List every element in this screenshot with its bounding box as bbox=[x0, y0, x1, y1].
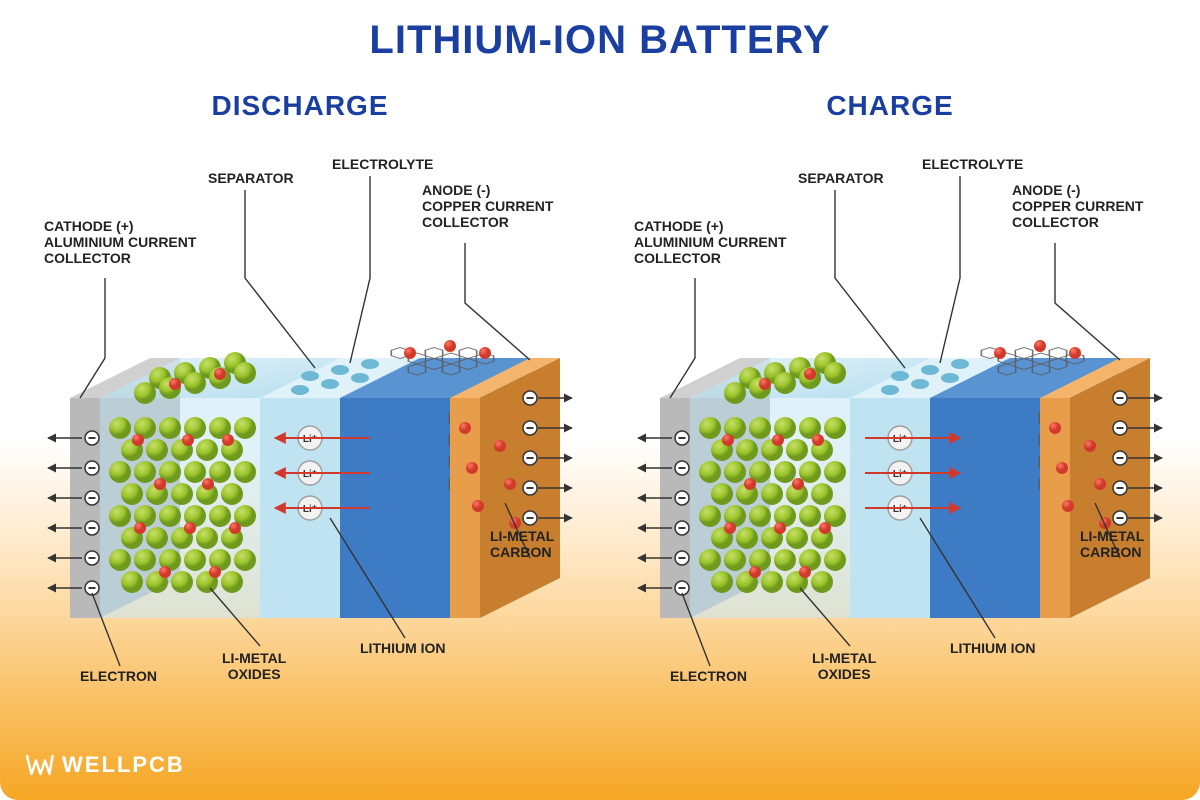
label-electron: ELECTRON bbox=[80, 668, 157, 684]
wellpcb-logo-text: WELLPCB bbox=[62, 752, 185, 778]
label-anode: ANODE (-) COPPER CURRENT COLLECTOR bbox=[1012, 182, 1143, 230]
label-li-metal-oxides: LI-METAL OXIDES bbox=[812, 650, 876, 682]
label-separator: SEPARATOR bbox=[208, 170, 294, 186]
wellpcb-logo-icon bbox=[24, 752, 54, 778]
label-cathode: CATHODE (+) ALUMINIUM CURRENT COLLECTOR bbox=[44, 218, 196, 266]
label-electrolyte: ELECTROLYTE bbox=[332, 156, 433, 172]
diagram-card: LITHIUM-ION BATTERY DISCHARGE SEPARATOR … bbox=[0, 0, 1200, 800]
panel-discharge: DISCHARGE SEPARATOR ELECTROLYTE ANODE (-… bbox=[10, 90, 590, 740]
panel-charge: CHARGE SEPARATOR ELECTROLYTE ANODE (-) C… bbox=[600, 90, 1180, 740]
panel-charge-title: CHARGE bbox=[600, 90, 1180, 122]
label-separator: SEPARATOR bbox=[798, 170, 884, 186]
label-electron: ELECTRON bbox=[670, 668, 747, 684]
panel-discharge-title: DISCHARGE bbox=[10, 90, 590, 122]
label-li-metal-carbon: LI-METAL CARBON bbox=[490, 528, 554, 560]
label-cathode: CATHODE (+) ALUMINIUM CURRENT COLLECTOR bbox=[634, 218, 786, 266]
discharge-diagram: SEPARATOR ELECTROLYTE ANODE (-) COPPER C… bbox=[10, 128, 590, 728]
main-title: LITHIUM-ION BATTERY bbox=[0, 18, 1200, 63]
label-li-metal-oxides: LI-METAL OXIDES bbox=[222, 650, 286, 682]
label-li-metal-carbon: LI-METAL CARBON bbox=[1080, 528, 1144, 560]
label-anode: ANODE (-) COPPER CURRENT COLLECTOR bbox=[422, 182, 553, 230]
label-lithium-ion: LITHIUM ION bbox=[360, 640, 446, 656]
label-electrolyte: ELECTROLYTE bbox=[922, 156, 1023, 172]
label-lithium-ion: LITHIUM ION bbox=[950, 640, 1036, 656]
wellpcb-logo: WELLPCB bbox=[24, 752, 185, 778]
charge-diagram: SEPARATOR ELECTROLYTE ANODE (-) COPPER C… bbox=[600, 128, 1180, 728]
